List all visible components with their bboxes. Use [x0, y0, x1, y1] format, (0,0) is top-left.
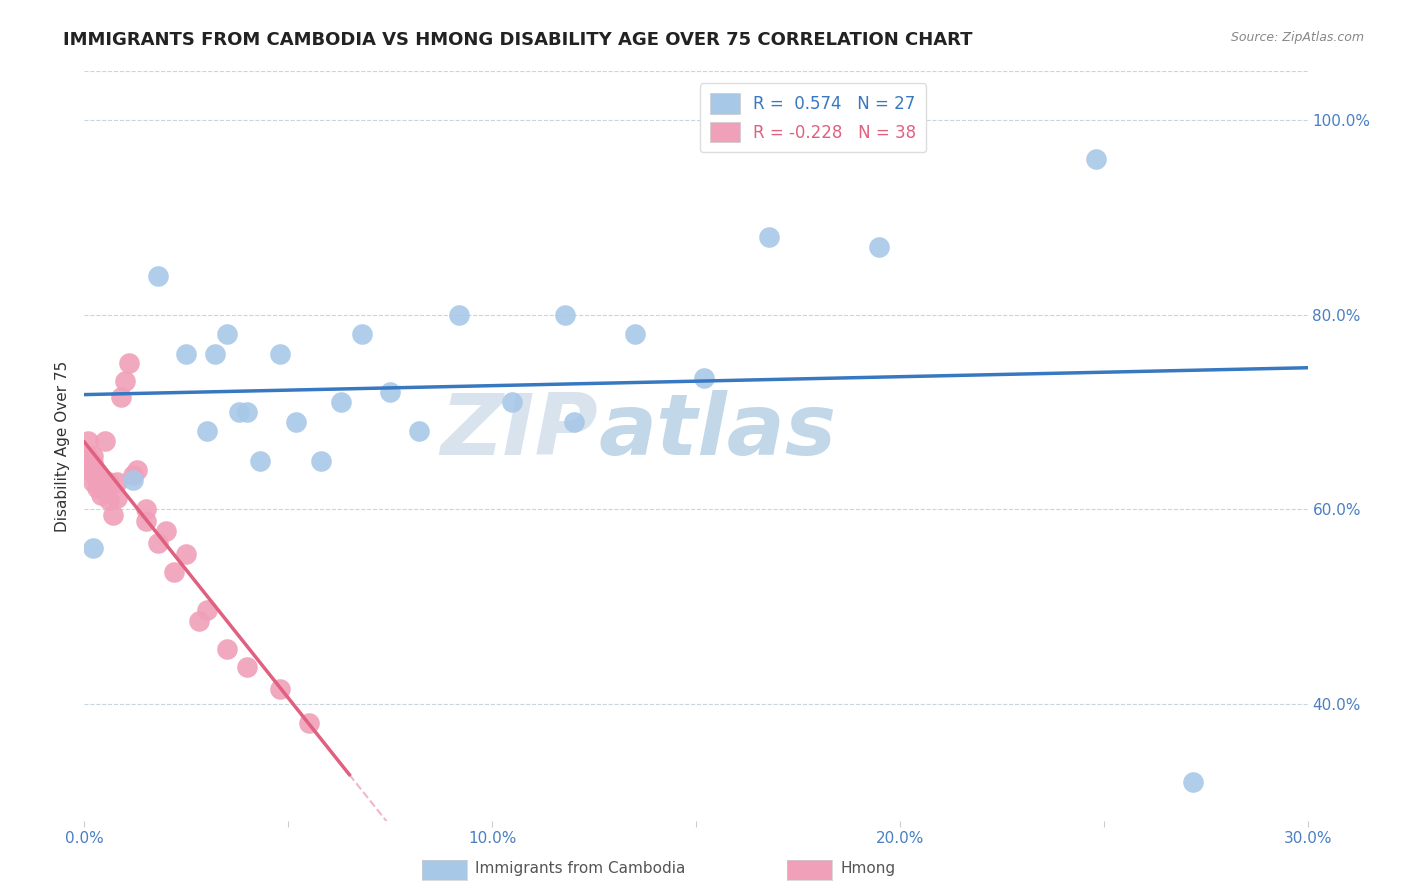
- Point: [93, 434, 115, 449]
- Point: [118, 356, 141, 370]
- Text: ZIP: ZIP: [440, 390, 598, 473]
- Point: [82, 541, 104, 556]
- Point: [298, 716, 321, 731]
- Point: [285, 415, 308, 429]
- Point: [269, 682, 291, 697]
- Text: IMMIGRANTS FROM CAMBODIA VS HMONG DISABILITY AGE OVER 75 CORRELATION CHART: IMMIGRANTS FROM CAMBODIA VS HMONG DISABI…: [63, 31, 973, 49]
- Point: [77, 453, 100, 467]
- Text: Hmong: Hmong: [841, 862, 896, 876]
- Legend: R =  0.574   N = 27, R = -0.228   N = 38: R = 0.574 N = 27, R = -0.228 N = 38: [700, 84, 927, 153]
- Point: [82, 463, 104, 477]
- Point: [135, 514, 157, 528]
- Point: [449, 308, 471, 322]
- Point: [114, 374, 136, 388]
- Text: Immigrants from Cambodia: Immigrants from Cambodia: [475, 862, 686, 876]
- Point: [97, 492, 120, 507]
- Point: [77, 434, 100, 449]
- Point: [562, 415, 585, 429]
- Point: [127, 463, 149, 477]
- Point: [146, 268, 169, 283]
- Point: [624, 327, 647, 342]
- Point: [110, 390, 132, 404]
- Point: [86, 473, 108, 487]
- Point: [101, 508, 124, 522]
- Point: [204, 346, 226, 360]
- Point: [502, 395, 524, 409]
- Text: Source: ZipAtlas.com: Source: ZipAtlas.com: [1230, 31, 1364, 45]
- Point: [1182, 774, 1205, 789]
- Point: [163, 565, 186, 579]
- Point: [77, 449, 100, 463]
- Point: [86, 465, 108, 479]
- Point: [82, 475, 104, 489]
- Point: [155, 524, 177, 538]
- Point: [105, 475, 128, 489]
- Point: [758, 229, 780, 244]
- Point: [82, 449, 104, 463]
- Point: [869, 239, 891, 253]
- Point: [187, 614, 209, 628]
- Y-axis label: Disability Age Over 75: Disability Age Over 75: [55, 360, 70, 532]
- Point: [86, 481, 108, 495]
- Point: [330, 395, 353, 409]
- Point: [174, 346, 197, 360]
- Point: [105, 491, 128, 505]
- Point: [269, 346, 291, 360]
- Point: [97, 475, 120, 489]
- Point: [122, 468, 145, 483]
- Point: [195, 425, 218, 439]
- Point: [174, 547, 197, 561]
- Point: [350, 327, 373, 342]
- Point: [90, 488, 112, 502]
- Point: [309, 453, 332, 467]
- Point: [146, 536, 169, 550]
- Point: [236, 405, 259, 419]
- Point: [217, 642, 239, 657]
- Point: [82, 456, 104, 470]
- Point: [93, 481, 115, 495]
- Point: [380, 385, 402, 400]
- Point: [77, 463, 100, 477]
- Point: [90, 475, 112, 489]
- Point: [228, 405, 250, 419]
- Point: [236, 660, 259, 674]
- Point: [93, 475, 115, 489]
- Point: [554, 308, 576, 322]
- Point: [249, 453, 271, 467]
- Point: [122, 473, 145, 487]
- Point: [1084, 152, 1107, 166]
- Point: [693, 371, 716, 385]
- Text: atlas: atlas: [598, 390, 837, 473]
- Point: [195, 603, 218, 617]
- Point: [135, 502, 157, 516]
- Point: [408, 425, 430, 439]
- Point: [217, 327, 239, 342]
